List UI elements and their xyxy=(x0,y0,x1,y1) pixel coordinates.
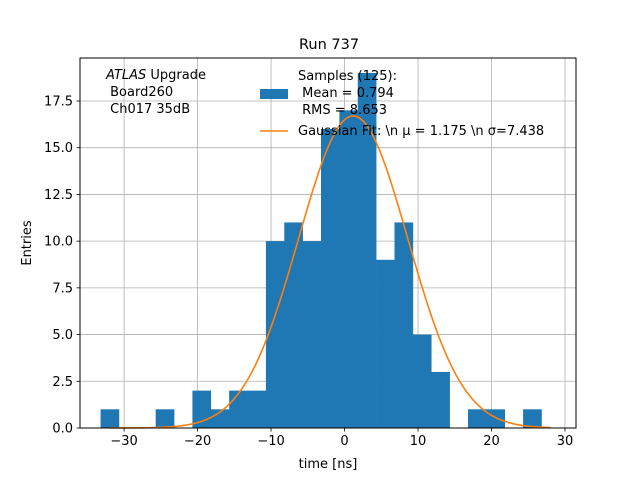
x-tick-label: 0 xyxy=(340,434,348,449)
legend-histogram-label-3: RMS = 8.653 xyxy=(298,103,387,118)
y-tick-label: 17.5 xyxy=(44,94,73,109)
gaussian-fit xyxy=(109,115,551,429)
x-tick-label: −20 xyxy=(184,434,211,449)
atlas-annotation: ATLAS Upgrade Board260 Ch017 35dB xyxy=(105,68,206,117)
plot-frame xyxy=(79,57,577,429)
y-tick-label: 10.0 xyxy=(44,235,73,250)
histogram-bar xyxy=(412,334,432,428)
legend-histogram-label-1: Samples (125): xyxy=(298,69,397,84)
gaussian-fit-curve xyxy=(109,115,551,429)
histogram-bar xyxy=(357,72,377,428)
y-tick-label: 0.0 xyxy=(52,422,73,437)
y-axis-label: Entries xyxy=(20,220,35,266)
histogram-bar xyxy=(376,259,395,428)
y-axis-ticks: 0.0 2.5 5.0 7.5 10.0 12.5 15.0 17.5 xyxy=(44,94,80,437)
histogram-bar xyxy=(155,409,175,428)
histogram-bar xyxy=(247,390,267,428)
legend-fit-label: Gaussian Fit: \n μ = 1.175 \n σ=7.438 xyxy=(298,124,544,139)
legend-histogram-label-2: Mean = 0.794 xyxy=(298,86,394,101)
histogram-bar xyxy=(467,409,487,428)
histogram-bar xyxy=(265,241,285,428)
y-tick-label: 12.5 xyxy=(44,188,73,203)
legend: Samples (125): Mean = 0.794 RMS = 8.653 … xyxy=(260,69,544,139)
annotation-upgrade: Upgrade xyxy=(146,68,206,83)
histogram-bar xyxy=(431,371,450,428)
y-tick-label: 2.5 xyxy=(52,375,73,390)
histogram-bar xyxy=(486,409,506,428)
x-axis-ticks: −30 −20 −10 0 10 20 30 xyxy=(110,428,573,449)
histogram-bar xyxy=(302,241,322,428)
x-tick-label: 10 xyxy=(410,434,427,449)
histogram-bar xyxy=(523,409,542,428)
x-tick-label: −30 xyxy=(110,434,137,449)
y-tick-label: 15.0 xyxy=(44,141,73,156)
x-tick-label: 30 xyxy=(557,434,574,449)
histogram-bar xyxy=(339,110,359,428)
x-axis-label: time [ns] xyxy=(299,457,358,472)
annotation-line-3: Ch017 35dB xyxy=(106,102,190,117)
x-tick-label: 20 xyxy=(483,434,500,449)
x-tick-label: −10 xyxy=(257,434,284,449)
y-tick-label: 7.5 xyxy=(52,281,73,296)
histogram-bar xyxy=(210,409,230,428)
histogram-bar xyxy=(229,390,248,428)
histogram-bar xyxy=(394,222,414,428)
histogram-bar xyxy=(100,409,120,428)
histogram-bar xyxy=(321,129,340,428)
annotation-atlas: ATLAS xyxy=(105,68,146,83)
y-tick-label: 5.0 xyxy=(52,328,73,343)
annotation-line-1: ATLAS Upgrade xyxy=(105,68,206,83)
annotation-line-2: Board260 xyxy=(106,85,173,100)
legend-histogram-swatch xyxy=(260,89,288,99)
chart-title: Run 737 xyxy=(299,37,359,53)
